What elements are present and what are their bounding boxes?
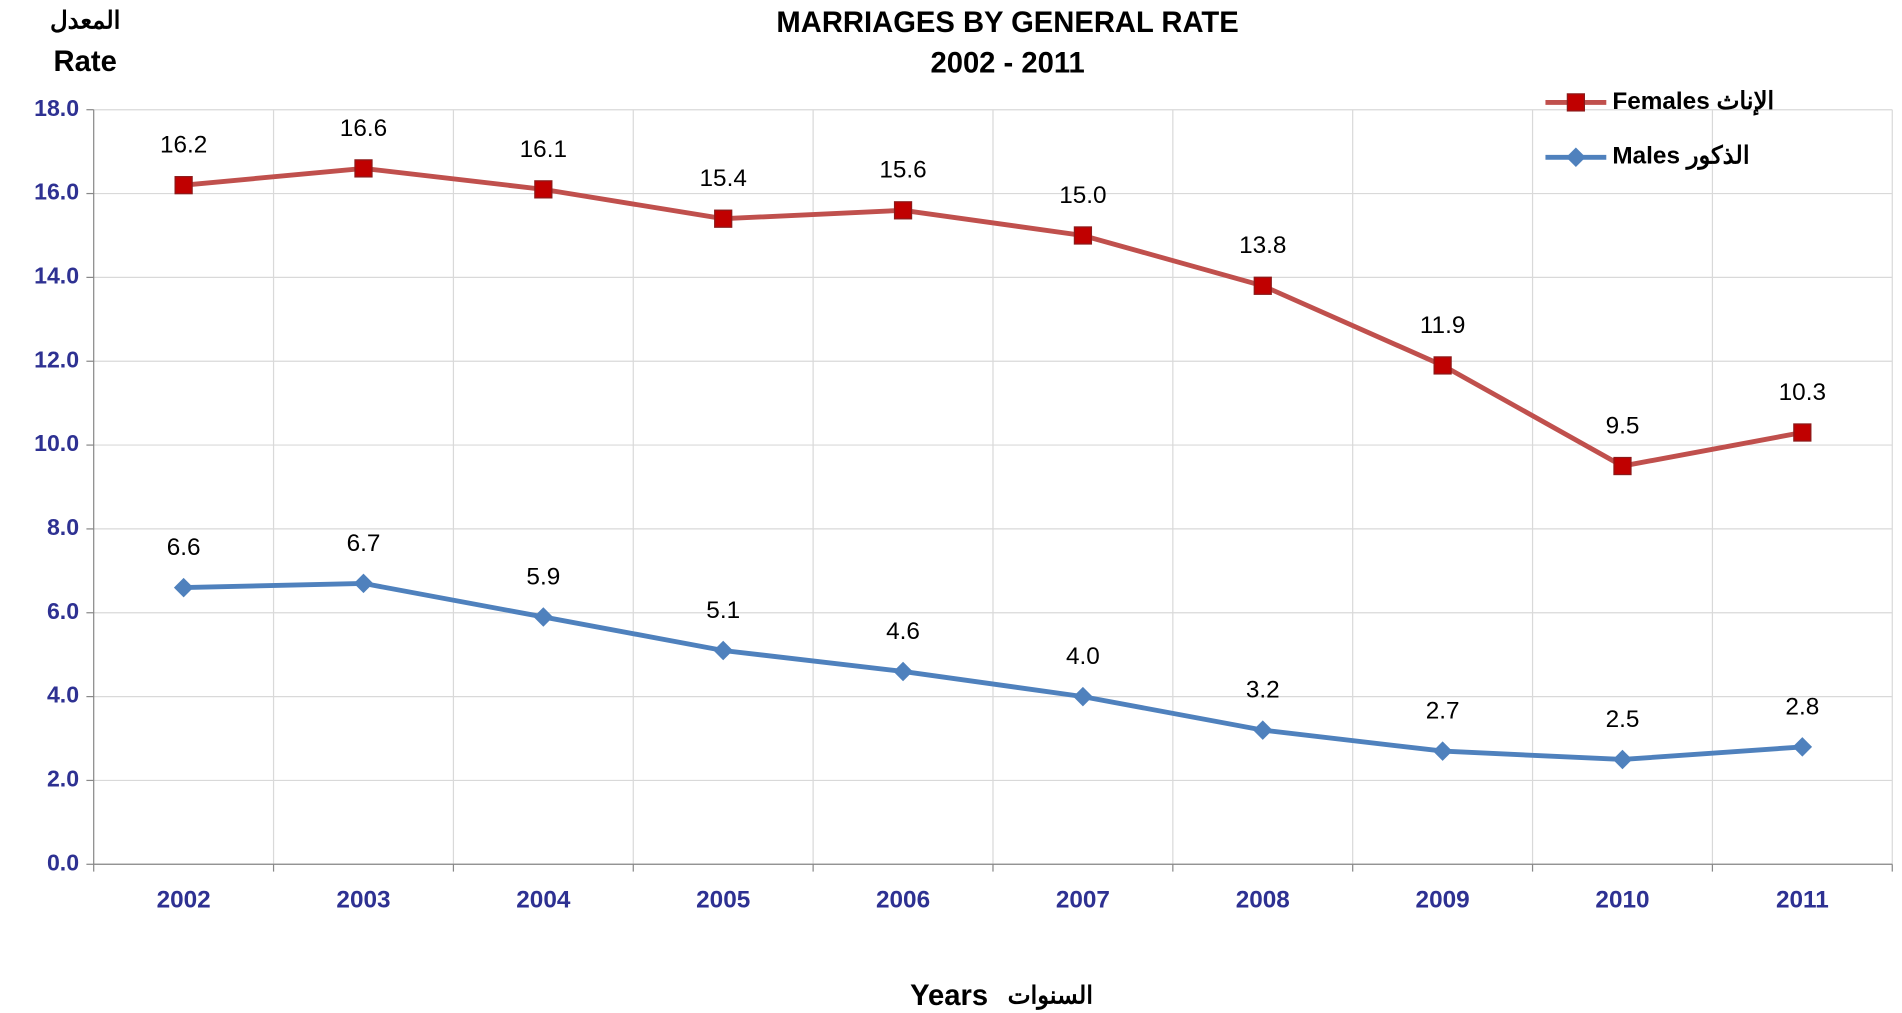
legend-label: Females الإناث (1612, 88, 1774, 115)
x-tick-label: 2003 (336, 886, 390, 913)
data-label: 10.3 (1779, 379, 1826, 406)
x-tick-label: 2008 (1236, 886, 1290, 913)
data-label: 2.8 (1785, 693, 1819, 720)
legend-marker (1566, 147, 1586, 168)
x-tick-label: 2005 (696, 886, 750, 913)
data-label: 4.0 (1066, 643, 1100, 670)
chart-subtitle: 2002 - 2011 (930, 47, 1084, 79)
series-line (183, 165, 1803, 469)
y-tick-label: 10.0 (34, 430, 79, 456)
x-tick-label: 2002 (157, 886, 211, 913)
data-label: 16.2 (160, 132, 207, 159)
data-label: 11.9 (1420, 312, 1466, 339)
point (893, 201, 913, 220)
point (1073, 226, 1093, 245)
data-label: 13.8 (1239, 232, 1286, 259)
data-label: 16.6 (340, 115, 387, 142)
point (1253, 720, 1273, 740)
y-tick-label: 6.0 (47, 598, 79, 624)
y-tick-label: 16.0 (34, 179, 79, 205)
point (1433, 356, 1452, 375)
legend-marker (1566, 93, 1585, 112)
y-axis-label-ar: المعدل (50, 7, 120, 34)
point (713, 640, 733, 661)
point (1073, 686, 1093, 707)
x-tick-label: 2011 (1776, 886, 1829, 913)
point (174, 176, 193, 195)
point (714, 209, 733, 228)
data-label: 5.1 (706, 597, 740, 624)
data-label: 16.1 (520, 136, 567, 163)
data-label: 5.9 (526, 563, 560, 590)
x-tick-label: 2007 (1056, 886, 1110, 913)
point (173, 577, 194, 598)
data-label: 9.5 (1606, 412, 1640, 439)
point (893, 661, 913, 682)
point (1613, 456, 1632, 476)
point (353, 573, 374, 594)
point (1612, 749, 1633, 770)
data-label: 2.5 (1606, 706, 1640, 733)
data-label: 2.7 (1426, 698, 1460, 725)
y-tick-label: 18.0 (34, 95, 79, 121)
x-tick-label: 2004 (516, 886, 571, 913)
data-label: 15.0 (1059, 182, 1106, 209)
y-tick-label: 8.0 (47, 514, 79, 540)
x-tick-label: 2009 (1416, 886, 1470, 913)
data-label: 15.4 (700, 165, 747, 192)
x-axis-label: Years (910, 980, 988, 1012)
legend-label: Males الذكور (1612, 143, 1749, 171)
data-label: 6.6 (167, 534, 201, 561)
x-tick-label: 2006 (876, 886, 930, 913)
point (1793, 423, 1812, 442)
point (534, 180, 553, 199)
point (354, 159, 373, 178)
series-line (183, 580, 1803, 762)
y-axis-label: Rate (54, 46, 117, 78)
point (1792, 737, 1813, 757)
x-axis-label-ar: السنوات (1008, 983, 1093, 1011)
y-tick-label: 2.0 (47, 766, 79, 792)
data-label: 6.7 (347, 530, 381, 557)
data-label: 4.6 (886, 618, 920, 645)
point (1253, 276, 1272, 295)
point (1432, 741, 1453, 761)
x-tick-label: 2010 (1595, 886, 1649, 913)
point (533, 607, 554, 627)
chart-title: MARRIAGES BY GENERAL RATE (776, 7, 1238, 39)
y-tick-label: 0.0 (47, 849, 79, 875)
data-label: 15.6 (879, 157, 926, 184)
data-label: 3.2 (1246, 677, 1280, 704)
y-tick-label: 12.0 (34, 346, 79, 372)
y-tick-label: 14.0 (34, 262, 79, 288)
y-tick-label: 4.0 (47, 682, 79, 708)
